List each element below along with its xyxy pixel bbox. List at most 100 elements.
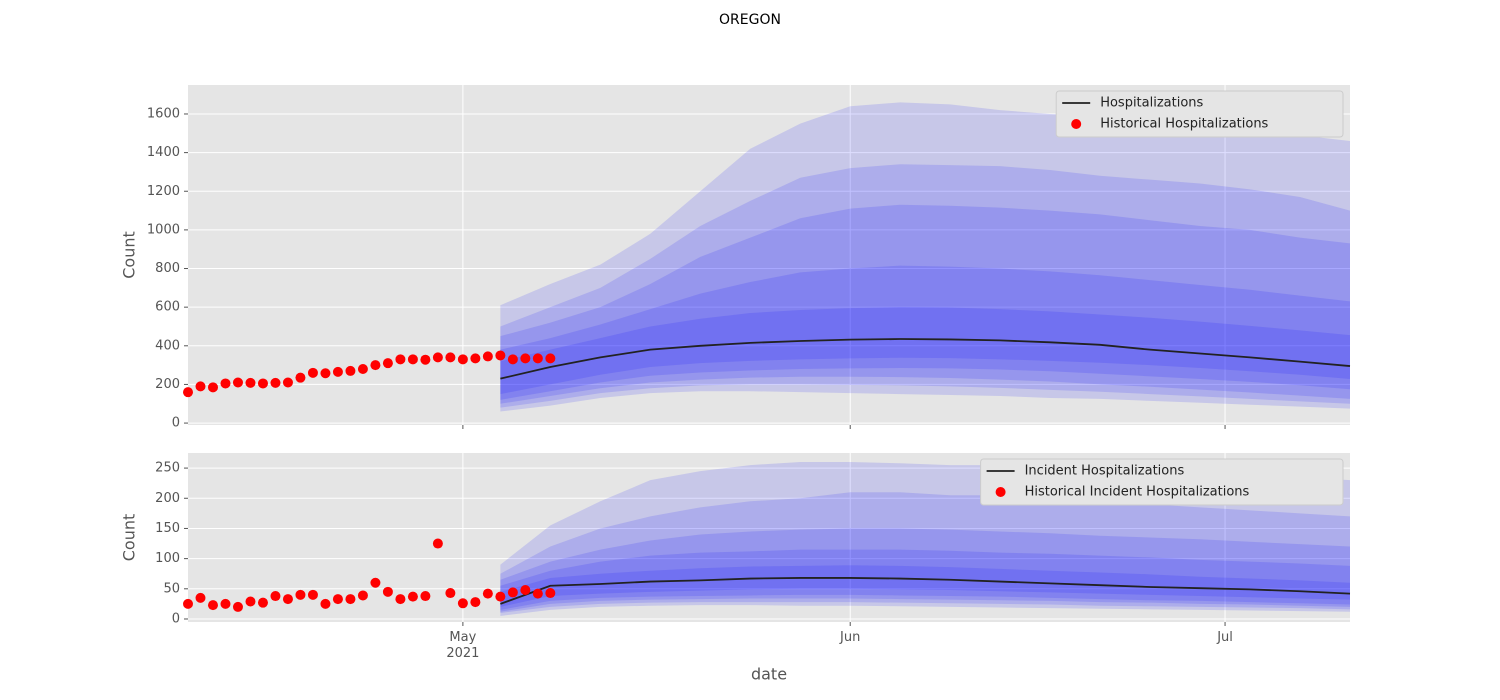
historical-point [507, 354, 518, 365]
historical-point [457, 598, 468, 609]
forecast-band [500, 565, 1350, 607]
y-tick-label: 600 [155, 300, 180, 315]
historical-point [270, 591, 281, 602]
y-axis-label: Count [120, 231, 139, 279]
historical-point [295, 372, 306, 383]
y-tick-label: 200 [155, 377, 180, 392]
historical-point [482, 351, 493, 362]
forecast-band [500, 102, 1350, 412]
historical-point [532, 353, 543, 364]
historical-point [445, 352, 456, 363]
forecast-band [500, 492, 1350, 613]
legend-marker [995, 487, 1006, 497]
historical-point [207, 382, 218, 393]
historical-point [332, 366, 343, 377]
forecast-band [500, 265, 1350, 400]
median-line [500, 338, 1351, 380]
historical-point [307, 367, 318, 378]
chart-title: OREGON [719, 12, 781, 28]
legend-marker [1071, 119, 1082, 129]
historical-point [382, 358, 393, 369]
historical-point [282, 377, 293, 388]
historical-point [245, 596, 256, 607]
legend-label: Incident Hospitalizations [1025, 464, 1185, 479]
forecast-band [500, 164, 1350, 408]
historical-point [470, 597, 481, 608]
historical-point [382, 586, 393, 597]
historical-point [545, 353, 556, 364]
historical-point [295, 589, 306, 600]
y-tick-label: 150 [155, 521, 180, 536]
historical-point [445, 588, 456, 599]
historical-point [495, 350, 506, 361]
y-tick-label: 400 [155, 338, 180, 353]
plot-background [188, 85, 1350, 425]
historical-point [370, 360, 381, 371]
historical-point [195, 381, 206, 392]
historical-point [183, 387, 193, 398]
historical-point [257, 597, 268, 608]
legend-box [1055, 90, 1344, 138]
historical-point [220, 598, 231, 609]
y-tick-label: 0 [172, 611, 180, 626]
historical-point [432, 538, 443, 549]
historical-point [457, 354, 468, 365]
x-tick-label: Jul [1217, 630, 1233, 645]
historical-point [370, 577, 381, 588]
y-tick-label: 200 [155, 491, 180, 506]
historical-point [232, 601, 243, 612]
historical-point [407, 591, 418, 602]
historical-point [183, 598, 193, 609]
legend-box [980, 458, 1344, 506]
historical-point [320, 598, 331, 609]
forecast-band [500, 204, 1350, 404]
historical-point [232, 377, 243, 388]
historical-point [282, 594, 293, 605]
historical-point [420, 591, 431, 602]
historical-point [507, 587, 518, 598]
historical-point [195, 592, 206, 603]
historical-point [257, 378, 268, 389]
historical-point [270, 377, 281, 388]
historical-point [520, 585, 531, 596]
y-tick-label: 1200 [147, 184, 180, 199]
historical-point [495, 591, 506, 602]
x-tick-label: May 2021 [446, 630, 480, 661]
legend-label: Historical Incident Hospitalizations [1025, 485, 1250, 500]
y-tick-label: 250 [155, 461, 180, 476]
legend-label: Historical Hospitalizations [1100, 117, 1268, 132]
y-tick-label: 50 [163, 581, 180, 596]
historical-point [245, 377, 256, 388]
historical-point [520, 353, 531, 364]
historical-point [407, 354, 418, 365]
historical-point [545, 588, 556, 599]
historical-point [357, 363, 368, 374]
historical-point [207, 600, 218, 611]
y-tick-label: 1600 [147, 106, 180, 121]
historical-point [482, 588, 493, 599]
y-tick-label: 0 [172, 416, 180, 431]
historical-point [357, 590, 368, 601]
historical-point [395, 354, 406, 365]
legend-label: Hospitalizations [1100, 96, 1203, 111]
historical-point [345, 365, 356, 376]
historical-point [345, 594, 356, 605]
historical-point [395, 594, 406, 605]
y-tick-label: 100 [155, 551, 180, 566]
historical-point [532, 588, 543, 599]
forecast-band [500, 528, 1350, 612]
historical-point [432, 352, 443, 363]
forecast-band [500, 307, 1350, 395]
historical-point [320, 368, 331, 379]
historical-point [420, 354, 431, 365]
y-tick-label: 800 [155, 261, 180, 276]
x-axis-label: date [751, 665, 787, 684]
historical-point [220, 378, 231, 389]
historical-point [470, 353, 481, 364]
y-axis-label: Count [120, 514, 139, 562]
historical-point [307, 589, 318, 600]
x-tick-label: Jun [840, 630, 861, 645]
median-line [500, 577, 1351, 605]
